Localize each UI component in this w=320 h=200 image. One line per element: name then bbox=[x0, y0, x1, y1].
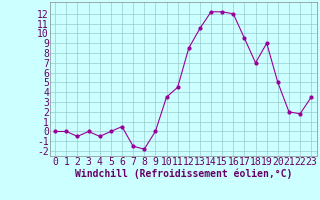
X-axis label: Windchill (Refroidissement éolien,°C): Windchill (Refroidissement éolien,°C) bbox=[75, 168, 292, 179]
